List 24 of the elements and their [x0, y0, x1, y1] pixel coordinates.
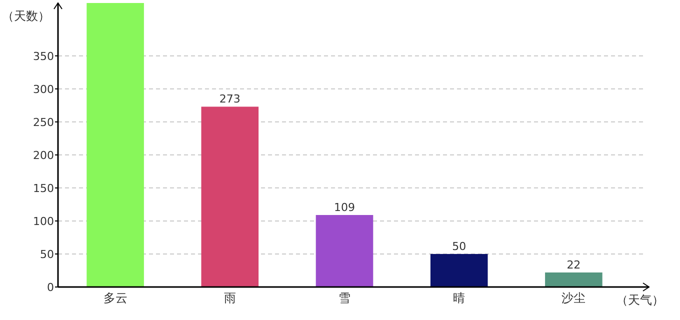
data-label: 109: [334, 201, 355, 214]
y-axis-title: （天数）: [2, 9, 50, 23]
bar: [201, 106, 259, 287]
y-tick-label: 50: [40, 248, 54, 261]
bar: [86, 3, 144, 287]
y-tick-label: 0: [47, 281, 54, 294]
x-tick-label: 雪: [338, 291, 350, 305]
bar: [316, 215, 374, 287]
y-tick-label: 200: [33, 148, 54, 162]
data-label: 273: [219, 92, 240, 106]
data-label: 22: [566, 258, 581, 272]
y-tick-label: 150: [33, 182, 54, 195]
x-axis-title: （天气）: [616, 293, 664, 307]
y-tick-label: 300: [33, 82, 54, 96]
bar: [545, 272, 602, 287]
x-tick-label: 沙尘: [562, 291, 586, 305]
bar: [430, 254, 488, 287]
y-tick-label: 250: [33, 116, 54, 129]
data-label: 50: [452, 240, 466, 253]
y-tick-label: 100: [33, 214, 54, 228]
x-tick-label: 晴: [453, 291, 466, 305]
y-tick-label: 350: [33, 50, 54, 63]
x-tick-label: 多云: [103, 291, 128, 305]
x-tick-label: 雨: [224, 291, 236, 305]
